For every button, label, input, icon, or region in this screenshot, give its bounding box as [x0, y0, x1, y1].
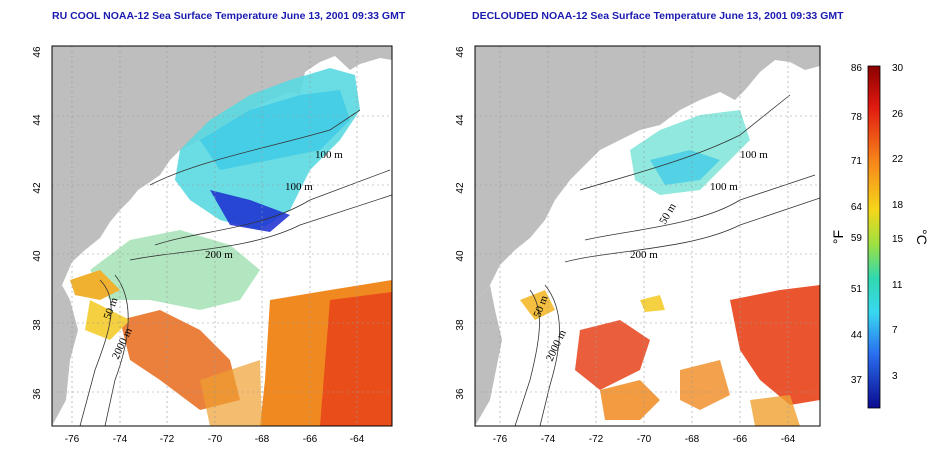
lon-tick: -74 — [113, 434, 128, 445]
fahrenheit-label: 71 — [851, 156, 863, 167]
lat-tick: 40 — [455, 250, 466, 262]
lat-tick: 40 — [32, 250, 43, 262]
right-lon-axis: -76 -74 -72 -70 -68 -66 -64 — [493, 434, 796, 445]
contour-label: 100 m — [740, 149, 768, 161]
fahrenheit-label: 64 — [851, 202, 863, 213]
lon-tick: -74 — [541, 434, 556, 445]
lon-tick: -64 — [350, 434, 365, 445]
lon-tick: -72 — [160, 434, 175, 445]
lon-tick: -68 — [255, 434, 270, 445]
celsius-label: 11 — [892, 280, 903, 291]
celsius-label: 26 — [892, 109, 904, 120]
celsius-label: 18 — [892, 200, 904, 211]
right-map-title: DECLOUDED NOAA-12 Sea Surface Temperatur… — [472, 10, 844, 22]
contour-label: 200 m — [205, 249, 233, 261]
lat-tick: 42 — [455, 182, 466, 194]
left-map-title: RU COOL NOAA-12 Sea Surface Temperature … — [52, 10, 406, 22]
fahrenheit-label: 86 — [851, 63, 863, 74]
fahrenheit-label: 37 — [851, 375, 863, 386]
lat-tick: 44 — [455, 114, 466, 126]
left-lon-axis: -76 -74 -72 -70 -68 -66 -64 — [65, 434, 365, 445]
celsius-unit: °C — [914, 229, 930, 245]
lon-tick: -76 — [65, 434, 80, 445]
lon-tick: -68 — [685, 434, 700, 445]
lat-tick: 44 — [32, 114, 43, 126]
fahrenheit-label: 59 — [851, 233, 863, 244]
lat-tick: 38 — [32, 319, 43, 331]
warm-water-region — [730, 285, 820, 405]
fahrenheit-unit: °F — [830, 230, 846, 244]
lat-tick: 36 — [455, 388, 466, 400]
land-mass — [52, 46, 392, 300]
land-mass — [475, 46, 820, 300]
contour-label: 100 m — [710, 181, 738, 193]
celsius-label: 7 — [892, 325, 898, 336]
contour-label: 100 m — [315, 149, 343, 161]
lon-tick: -66 — [303, 434, 318, 445]
lat-tick: 46 — [455, 46, 466, 58]
lat-tick: 42 — [32, 182, 43, 194]
lat-tick: 38 — [455, 319, 466, 331]
lat-tick: 46 — [32, 46, 43, 58]
left-lat-axis: 46 44 42 40 38 36 — [32, 46, 43, 400]
lon-tick: -64 — [781, 434, 796, 445]
fahrenheit-label: 44 — [851, 330, 863, 341]
lat-tick: 36 — [32, 388, 43, 400]
contour-label: 100 m — [285, 181, 313, 193]
right-lat-axis: 46 44 42 40 38 36 — [455, 46, 466, 400]
temperature-colorbar: 86 78 71 64 59 51 44 37 30 26 22 18 15 1… — [830, 63, 930, 409]
lon-tick: -66 — [733, 434, 748, 445]
fahrenheit-label: 51 — [851, 284, 863, 295]
lon-tick: -70 — [208, 434, 223, 445]
celsius-label: 22 — [892, 154, 904, 165]
lon-tick: -76 — [493, 434, 508, 445]
celsius-label: 3 — [892, 371, 898, 382]
fahrenheit-label: 78 — [851, 112, 863, 123]
contour-label: 200 m — [630, 249, 658, 261]
celsius-label: 15 — [892, 234, 904, 245]
celsius-label: 30 — [892, 63, 904, 74]
lon-tick: -70 — [637, 434, 652, 445]
lon-tick: -72 — [589, 434, 604, 445]
